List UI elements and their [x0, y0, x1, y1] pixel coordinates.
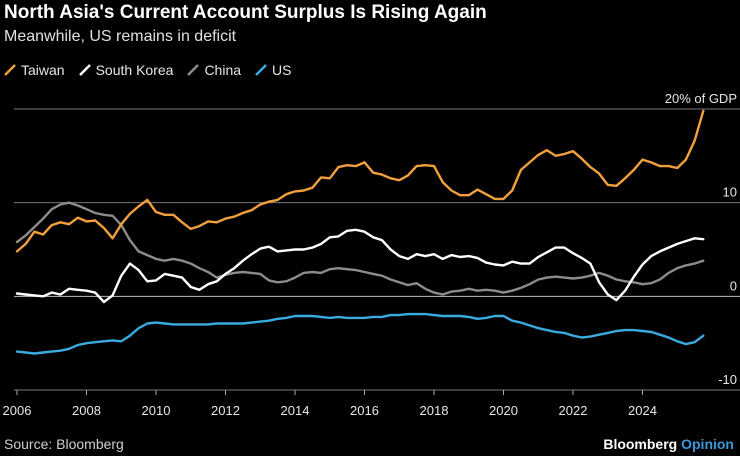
brand-logo: Bloomberg Opinion — [603, 436, 734, 452]
x-tick-label-7: 2020 — [489, 403, 518, 418]
legend-label-south-korea: South Korea — [95, 62, 174, 78]
chart-subtitle: Meanwhile, US remains in deficit — [4, 28, 237, 45]
legend-swatch-south-korea-icon — [78, 64, 91, 76]
y-tick-label-3: -10 — [718, 372, 737, 387]
legend-swatch-taiwan-icon — [4, 64, 16, 76]
legend-label-taiwan: Taiwan — [21, 62, 65, 78]
brand-name: Bloomberg — [603, 436, 678, 452]
legend-label-us: US — [272, 62, 292, 78]
x-tick-label-6: 2018 — [420, 403, 449, 418]
x-tick-label-0: 2006 — [3, 403, 32, 418]
legend-item-south-korea: South Korea — [78, 62, 174, 78]
series-line-south-korea — [15, 228, 705, 304]
legend-swatch-us-icon — [255, 64, 267, 76]
legend-swatch-china-icon — [187, 64, 200, 76]
x-tick-label-8: 2022 — [559, 403, 588, 418]
y-tick-label-0: 20% of GDP — [665, 91, 737, 106]
series-line-us — [15, 312, 705, 355]
brand-product: Opinion — [681, 436, 734, 452]
source-note: Source: Bloomberg — [4, 436, 124, 452]
legend: Taiwan South Korea China US — [4, 60, 305, 80]
x-tick-label-2: 2010 — [142, 403, 171, 418]
legend-item-taiwan: Taiwan — [4, 62, 65, 78]
series-line-taiwan — [15, 109, 705, 253]
x-tick-label-5: 2016 — [350, 403, 379, 418]
legend-item-china: China — [187, 62, 241, 78]
y-tick-label-1: 10 — [723, 185, 737, 200]
x-tick-label-4: 2014 — [281, 403, 310, 418]
series-line-china — [15, 201, 705, 296]
x-tick-label-1: 2008 — [72, 403, 101, 418]
x-tick-label-3: 2012 — [211, 403, 240, 418]
chart-title: North Asia's Current Account Surplus Is … — [4, 2, 487, 23]
y-tick-label-2: 0 — [730, 278, 737, 293]
x-tick-label-9: 2024 — [628, 403, 657, 418]
legend-item-us: US — [255, 62, 291, 78]
legend-label-china: China — [204, 62, 242, 78]
